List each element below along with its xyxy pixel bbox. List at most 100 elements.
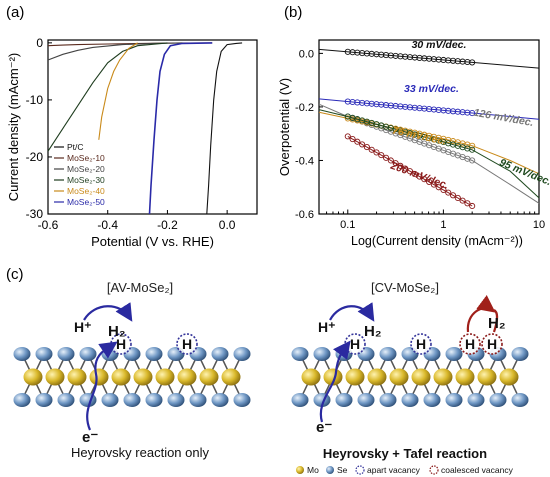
data-point-b-5 — [440, 186, 447, 193]
mo-atom — [67, 368, 87, 386]
panel-label-b: (b) — [284, 4, 303, 21]
data-point-b-5 — [354, 138, 361, 145]
y-tick-label-a: -10 — [26, 93, 44, 107]
se-atom — [401, 393, 419, 407]
se-atom — [57, 393, 75, 407]
y-tick-label-a: -30 — [26, 207, 44, 221]
y-tick-label-b: -0.6 — [295, 209, 314, 221]
title-cv: [CV-MoSe₂] — [371, 280, 439, 295]
data-point-b-5 — [430, 181, 437, 188]
y-tick-label-b: -0.4 — [295, 155, 314, 167]
series-line-b-2 — [318, 103, 540, 204]
se-atom — [233, 347, 251, 361]
data-point-b-5 — [387, 157, 394, 164]
data-point-b-4 — [469, 146, 476, 153]
electron-label-av: e⁻ — [82, 429, 98, 446]
se-atom — [145, 347, 163, 361]
x-tick-label-a: -0.4 — [97, 218, 118, 232]
mo-atom — [499, 368, 519, 386]
se-atom — [79, 347, 97, 361]
slope-annotation-b-1: 33 mV/dec. — [404, 83, 459, 95]
mo-atom — [323, 368, 343, 386]
apart-vacancy-h: H — [182, 336, 192, 352]
x-tick-label-b: 0.1 — [340, 219, 355, 231]
legend-label-a: MoSe₂-30 — [67, 175, 105, 185]
series-line-a-4 — [98, 42, 138, 140]
legend-label-a: MoSe₂-50 — [67, 197, 105, 207]
se-atom — [313, 347, 331, 361]
mo-atom — [199, 368, 219, 386]
tafel-arrow — [492, 309, 499, 333]
slope-annotation-b-5: 200 mV/dec. — [388, 159, 450, 191]
title-av: [AV-MoSe₂] — [107, 280, 173, 295]
legend-apart-vacancy: apart vacancy — [367, 465, 421, 475]
se-atom — [13, 347, 31, 361]
mo-atom — [301, 368, 321, 386]
data-point-b-5 — [416, 173, 423, 180]
h-plus-label-av: H⁺ — [74, 319, 92, 335]
data-point-b-5 — [464, 200, 471, 207]
x-tick-label-a: -0.6 — [38, 218, 59, 232]
data-point-b-5 — [378, 152, 385, 159]
series-line-b-4 — [318, 109, 540, 199]
mo-atom — [89, 368, 109, 386]
h2-label-cv: H₂ — [364, 323, 382, 340]
mo-atom — [477, 368, 497, 386]
slope-annotation-b-2: 126 mV/dec. — [473, 107, 535, 129]
mo-atom — [411, 368, 431, 386]
mo-atom — [455, 368, 475, 386]
series-line-a-0 — [206, 42, 243, 215]
data-point-b-5 — [383, 154, 390, 161]
data-point-b-1 — [469, 110, 476, 117]
mo-atom — [177, 368, 197, 386]
plot-frame-a — [47, 39, 258, 215]
se-atom — [13, 393, 31, 407]
caption-av: Heyrovsky reaction only — [71, 445, 209, 460]
se-atom — [467, 393, 485, 407]
se-atom — [423, 393, 441, 407]
series-line-a-2 — [47, 42, 183, 61]
se-atom — [233, 393, 251, 407]
mo-atom — [345, 368, 365, 386]
mo-atom — [221, 368, 241, 386]
coalesced-vacancy — [481, 333, 503, 355]
panel-label-c: (c) — [6, 266, 24, 283]
y-tick-label-b: -0.2 — [295, 102, 314, 114]
x-axis-title-b: Log(Current density (mAcm⁻²)) — [351, 234, 523, 248]
se-atom — [211, 393, 229, 407]
legend-mo: Mo — [307, 465, 319, 475]
electron-path-arrow — [319, 340, 351, 423]
data-point-b-0 — [469, 59, 476, 66]
apart-vacancy-h: H — [350, 336, 360, 352]
se-atom — [379, 347, 397, 361]
data-point-b-5 — [435, 184, 442, 191]
data-point-b-5 — [373, 149, 380, 156]
data-point-b-5 — [459, 197, 466, 204]
coalesced-vacancy-h: H — [487, 336, 497, 352]
h2-label-av: H₂ — [108, 323, 126, 340]
series-line-b-5 — [347, 135, 473, 207]
electron-label-cv: e⁻ — [316, 419, 332, 436]
legend-label-a: MoSe₂-20 — [67, 164, 105, 174]
y-axis-title-b: Overpotential (V) — [277, 78, 292, 176]
tafel-arrow — [466, 295, 496, 333]
data-point-b-5 — [402, 165, 409, 172]
se-atom — [167, 393, 185, 407]
legend-se: Se — [337, 465, 348, 475]
chart-a: -0.6 -0.4 -0.2 0.0 0 -10 -20 -30 Potential (V vs… — [6, 36, 258, 249]
data-point-b-5 — [445, 189, 452, 196]
se-atom — [489, 393, 507, 407]
mo-atom — [23, 368, 43, 386]
legend-label-a: MoSe₂-40 — [67, 186, 105, 196]
data-point-b-5 — [411, 170, 418, 177]
apart-vacancy — [176, 333, 198, 355]
mo-atom — [389, 368, 409, 386]
data-point-b-5 — [449, 192, 457, 199]
heyrovsky-arrow — [329, 302, 375, 322]
se-atom — [291, 393, 309, 407]
slope-annotation-b-0: 30 mV/dec. — [412, 39, 467, 51]
plot-frame-b — [318, 39, 540, 215]
